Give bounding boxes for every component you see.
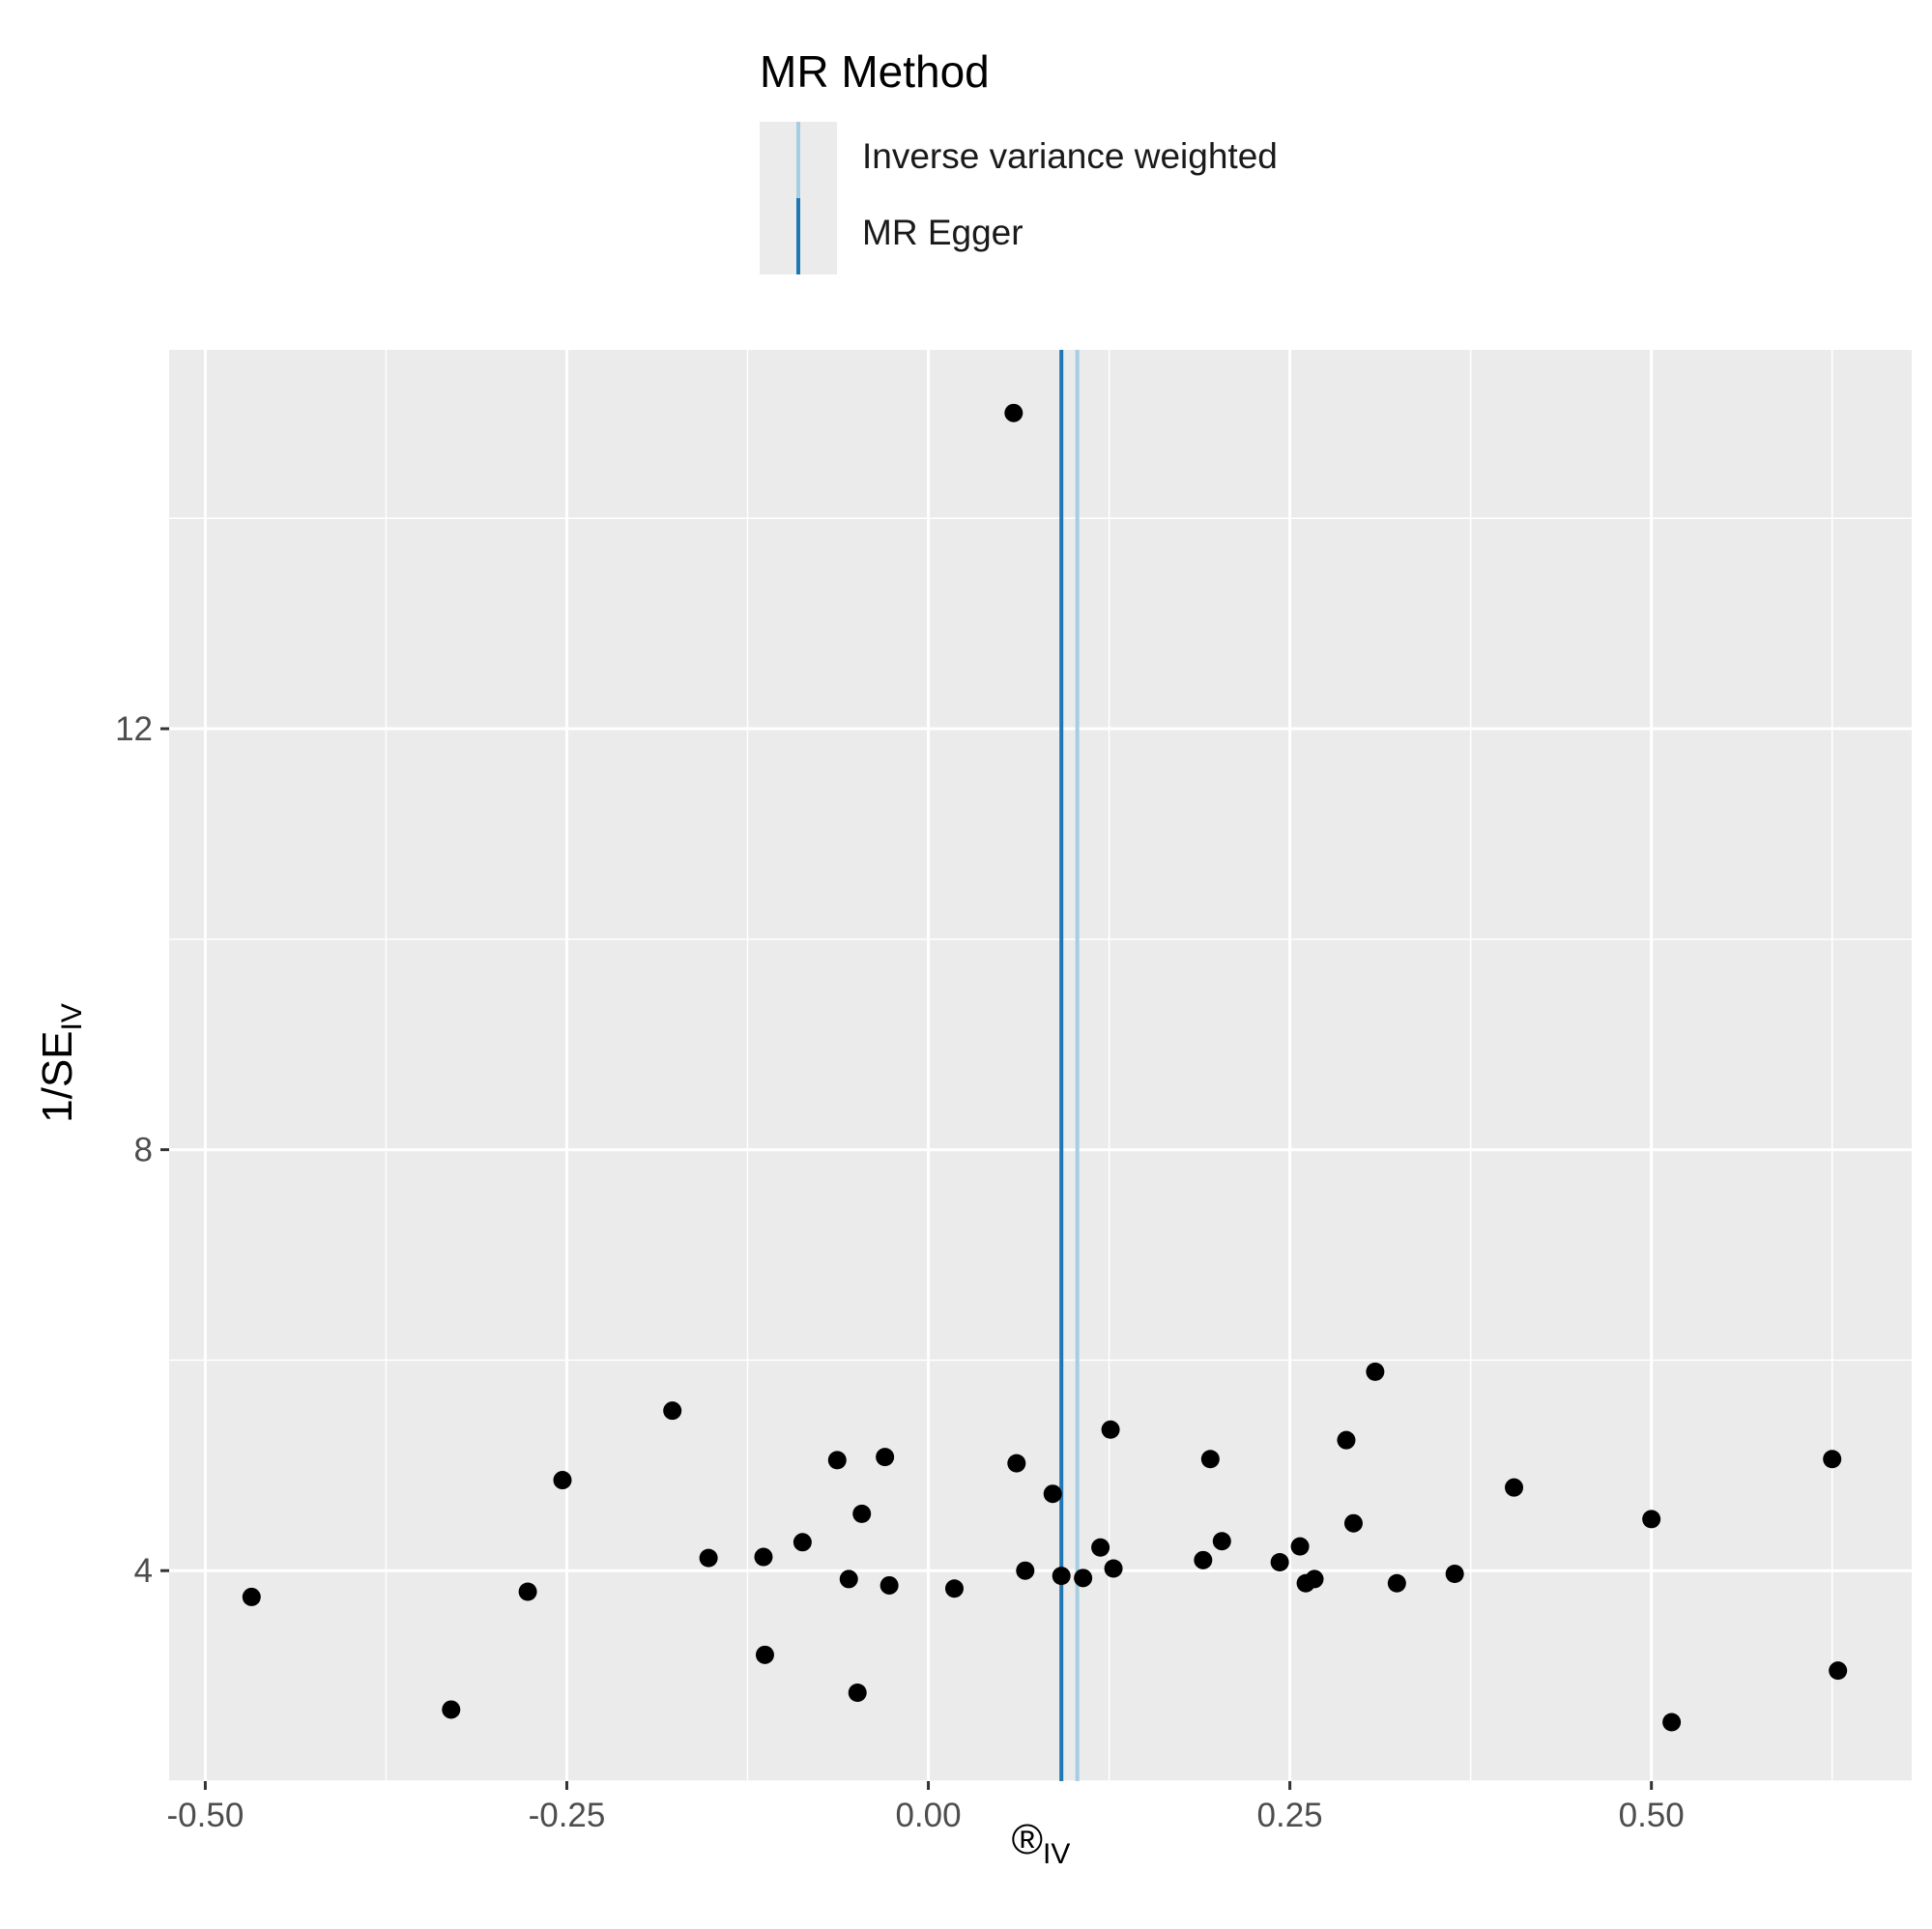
data-point <box>1004 403 1024 422</box>
data-point <box>879 1575 899 1595</box>
legend-label-ivw: Inverse variance weighted <box>862 136 1278 176</box>
y-tick-label: 12 <box>115 710 153 748</box>
data-point <box>1387 1573 1406 1593</box>
data-point <box>839 1569 858 1589</box>
data-point <box>944 1579 964 1598</box>
data-point <box>242 1587 261 1606</box>
data-point <box>1642 1510 1661 1529</box>
data-point <box>793 1533 812 1552</box>
data-point <box>1662 1713 1682 1732</box>
data-point <box>1016 1561 1035 1580</box>
data-point <box>1290 1537 1310 1556</box>
method-lines <box>1059 350 1080 1781</box>
data-point <box>553 1471 572 1490</box>
y-axis-title: 1/SEIV <box>34 1003 88 1123</box>
legend-label-mr-egger: MR Egger <box>862 213 1024 252</box>
data-point <box>1104 1559 1123 1578</box>
minor-gridlines <box>169 350 1912 1782</box>
data-point <box>1074 1569 1093 1588</box>
legend: MR Method Inverse variance weighted MR E… <box>760 46 1278 274</box>
x-tick-label: -0.50 <box>167 1797 245 1834</box>
data-point <box>1200 1450 1220 1469</box>
y-tick-label: 4 <box>134 1552 153 1590</box>
data-point <box>827 1451 847 1470</box>
data-point <box>852 1504 872 1523</box>
data-point <box>876 1448 895 1467</box>
data-point <box>1052 1567 1071 1586</box>
data-point <box>1829 1661 1848 1681</box>
data-point <box>754 1547 773 1567</box>
data-point <box>663 1401 682 1421</box>
y-axis: 4 8 12 <box>115 710 169 1590</box>
data-point <box>1305 1569 1324 1589</box>
x-tick-label: -0.25 <box>529 1797 606 1834</box>
data-point <box>1194 1550 1213 1569</box>
data-point <box>1366 1362 1385 1381</box>
data-point <box>1343 1513 1363 1533</box>
data-point <box>1270 1552 1289 1571</box>
data-point <box>1091 1538 1110 1557</box>
data-point <box>699 1548 718 1568</box>
legend-title: MR Method <box>760 46 990 97</box>
data-point <box>1445 1564 1464 1583</box>
y-tick-label: 8 <box>134 1132 153 1169</box>
data-point <box>1007 1454 1026 1473</box>
data-point <box>848 1684 867 1703</box>
x-tick-label: 0.50 <box>1619 1797 1685 1834</box>
data-point <box>1337 1430 1356 1450</box>
data-point <box>1043 1484 1062 1504</box>
major-gridlines <box>169 350 1912 1781</box>
x-axis-title: ®IV <box>1012 1816 1071 1870</box>
data-point <box>442 1700 461 1719</box>
data-point <box>1101 1420 1120 1439</box>
x-axis: -0.50 -0.25 0.00 0.25 0.50 <box>167 1781 1685 1834</box>
plot-panel <box>169 350 1912 1781</box>
data-point <box>755 1645 774 1664</box>
data-point <box>1823 1450 1842 1469</box>
x-tick-label: 0.25 <box>1257 1797 1323 1834</box>
data-points <box>242 403 1848 1732</box>
x-tick-label: 0.00 <box>895 1797 961 1834</box>
data-point <box>1212 1532 1231 1551</box>
data-point <box>518 1582 537 1601</box>
data-point <box>1505 1478 1524 1497</box>
